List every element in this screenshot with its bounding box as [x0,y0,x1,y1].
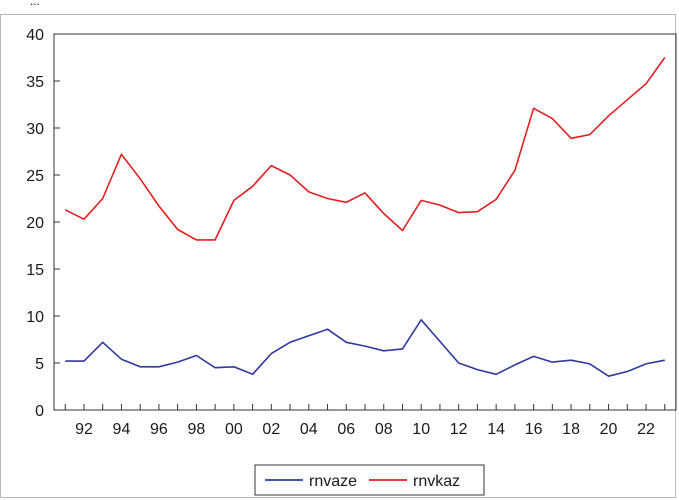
x-tick-label: 02 [262,421,280,438]
y-tick-label: 15 [26,262,44,279]
x-tick-label: 22 [637,421,655,438]
x-axis: 92 94 96 98 00 02 04 06 08 10 12 14 16 18 20 22 [64,404,666,438]
top-text-strip: ... [0,0,679,14]
x-tick-label: 10 [412,421,430,438]
x-tick-label: 98 [187,421,205,438]
x-tick-label: 92 [75,421,93,438]
x-tick-label: 20 [600,421,618,438]
y-axis: 0 5 10 15 20 25 30 35 40 [26,27,677,420]
y-tick-label: 35 [26,74,44,91]
x-tick-label: 06 [337,421,355,438]
y-tick-label: 5 [35,356,44,373]
x-tick-label: 04 [300,421,318,438]
y-tick-label: 30 [26,121,44,138]
x-tick-label: 16 [525,421,543,438]
series-layer [64,57,666,378]
y-tick-label: 20 [26,215,44,232]
plot-area-border [53,33,677,411]
x-tick-label: 94 [113,421,131,438]
legend: rnvaze rnvkaz [254,464,485,496]
cropped-caption-fragment: ... [30,0,40,8]
y-tick-label: 0 [35,403,44,420]
series-line-rnvkaz [64,57,666,241]
y-tick-label: 40 [26,27,44,44]
x-tick-label: 08 [375,421,393,438]
series-line-rnvaze [65,318,665,378]
x-tick-label: 14 [487,421,505,438]
legend-label-rnvkaz: rnvkaz [413,473,460,490]
y-tick-label: 25 [26,168,44,185]
legend-label-rnvaze: rnvaze [309,473,357,490]
x-tick-label: 96 [150,421,168,438]
x-tick-label: 18 [562,421,580,438]
y-tick-label: 10 [26,309,44,326]
x-tick-label: 00 [225,421,243,438]
x-tick-label: 12 [450,421,468,438]
